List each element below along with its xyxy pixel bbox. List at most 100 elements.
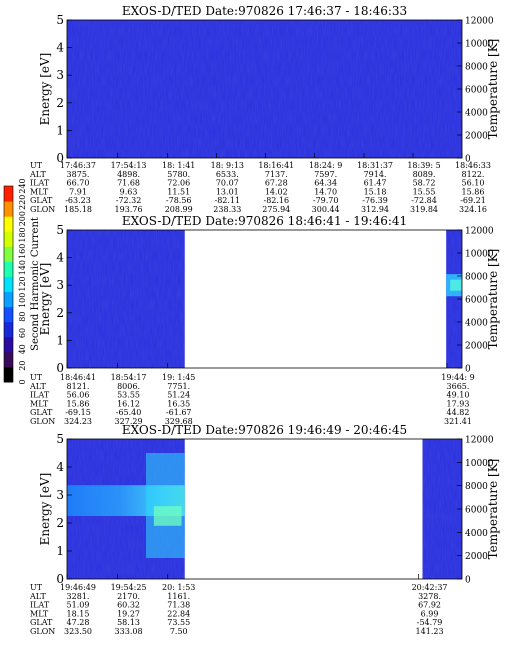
y-tick-label: 0	[56, 361, 64, 375]
orbit-value: 7914.	[364, 170, 387, 179]
y-tick-label: 2	[56, 306, 64, 320]
orbit-value: 7751.	[167, 382, 190, 391]
orbit-value: 71.38	[167, 601, 190, 610]
colorbar-segment	[4, 321, 13, 338]
colorbar-tick-label: 200	[18, 211, 27, 226]
orbit-value: 6.99	[421, 609, 439, 618]
orbit-value: 20:42:37	[412, 583, 448, 592]
colorbar-segment	[4, 366, 13, 383]
y2-tick-label: 6000	[465, 506, 488, 516]
y2-tick-label: 10000	[465, 40, 494, 50]
orbit-value: 56.10	[462, 179, 485, 188]
orbit-value: -63.23	[65, 196, 91, 205]
orbit-row-label: MLT	[30, 399, 49, 408]
y-axis-label: Energy [eV]	[38, 473, 52, 546]
colorbar-tick-label: 0	[18, 379, 27, 384]
orbit-value: 324.23	[64, 417, 92, 426]
colorbar-tick-label: 20	[18, 361, 27, 371]
orbit-row-label: UT	[30, 161, 43, 170]
colorbar-segment	[4, 336, 13, 353]
colorbar-tick-label: 80	[18, 312, 27, 322]
orbit-value: -69.21	[460, 196, 486, 205]
y-tick-label: 5	[56, 223, 64, 237]
orbit-value: 44.82	[447, 408, 470, 417]
orbit-value: 324.16	[459, 205, 487, 214]
orbit-value: 7.50	[170, 627, 188, 636]
y2-tick-label: 10000	[465, 250, 494, 260]
orbit-value: 185.18	[64, 205, 92, 214]
orbit-value: 1161.	[167, 592, 190, 601]
orbit-value: 321.41	[444, 417, 472, 426]
colorbar-tick-label: 100	[18, 293, 27, 308]
y-tick-label: 0	[56, 151, 64, 165]
y-tick-label: 1	[56, 544, 64, 558]
panel-title: EXOS-D/TED Date:970826 17:46:37 - 18:46:…	[122, 4, 407, 18]
y-tick-label: 2	[56, 516, 64, 530]
orbit-value: 4898.	[117, 170, 140, 179]
y2-tick-label: 8000	[465, 482, 488, 492]
orbit-value: 208.99	[165, 205, 193, 214]
orbit-value: 312.94	[361, 205, 389, 214]
orbit-value: 49.10	[447, 391, 470, 400]
colorbar-tick-label: 40	[18, 344, 27, 354]
orbit-value: 53.55	[117, 391, 140, 400]
orbit-value: -79.70	[313, 196, 339, 205]
orbit-value: 47.28	[67, 618, 90, 627]
y2-tick-label: 2000	[465, 132, 488, 142]
orbit-value: 70.07	[216, 179, 239, 188]
orbit-value: 327.29	[115, 417, 143, 426]
orbit-value: -82.11	[215, 196, 241, 205]
orbit-value: 18:31:37	[357, 161, 393, 170]
orbit-value: 333.08	[115, 627, 143, 636]
orbit-value: -76.39	[362, 196, 388, 205]
spectrogram-texture	[67, 20, 462, 158]
orbit-value: 5780.	[167, 170, 190, 179]
orbit-value: 18:46:41	[60, 373, 96, 382]
orbit-value: 19.27	[117, 609, 140, 618]
orbit-value: 17.93	[447, 399, 470, 408]
y2-tick-label: 4000	[465, 319, 488, 329]
y2-axis-label: Temperature [K]	[486, 39, 500, 140]
y2-tick-label: 6000	[465, 296, 488, 306]
y2-tick-label: 2000	[465, 342, 488, 352]
y-tick-label: 1	[56, 123, 64, 137]
orbit-value: 3665.	[447, 382, 470, 391]
panels: EXOS-D/TED Date:970826 17:46:37 - 18:46:…	[29, 4, 500, 636]
orbit-value: 15.18	[364, 187, 387, 196]
y-tick-label: 4	[56, 460, 64, 474]
orbit-row-label: ILAT	[30, 179, 50, 188]
orbit-value: 18:46:33	[455, 161, 491, 170]
orbit-row-label: MLT	[30, 609, 49, 618]
orbit-value: 58.13	[117, 618, 140, 627]
y-tick-label: 0	[56, 572, 64, 586]
y2-tick-label: 4000	[465, 109, 488, 119]
orbit-value: 72.06	[167, 179, 190, 188]
orbit-value: 329.68	[165, 417, 193, 426]
orbit-row-label: ALT	[29, 382, 46, 391]
orbit-value: -61.67	[166, 408, 192, 417]
orbit-value: -72.32	[116, 196, 142, 205]
orbit-value: 6533.	[216, 170, 239, 179]
orbit-value: 15.55	[413, 187, 436, 196]
orbit-value: 238.33	[213, 205, 241, 214]
orbit-value: 7597.	[314, 170, 337, 179]
colorbar-label: Second Harmonic Current	[30, 217, 41, 351]
y-tick-label: 5	[56, 432, 64, 446]
orbit-value: 18:16:41	[258, 161, 294, 170]
orbit-value: 58.72	[413, 179, 436, 188]
orbit-row-label: MLT	[30, 187, 49, 196]
orbit-value: 17:46:37	[60, 161, 96, 170]
orbit-value: 7137.	[265, 170, 288, 179]
orbit-value: 8089.	[413, 170, 436, 179]
orbit-value: 18.15	[67, 609, 90, 618]
orbit-row-label: GLAT	[30, 196, 53, 205]
colorbar-segment	[4, 291, 13, 308]
colorbar-tick-label: 240	[18, 178, 27, 193]
orbit-value: 14.70	[314, 187, 337, 196]
orbit-value: 19:44: 9	[441, 373, 474, 382]
spectrogram-texture	[446, 230, 462, 368]
colorbar-segment	[4, 306, 13, 323]
orbit-value: 73.55	[167, 618, 190, 627]
